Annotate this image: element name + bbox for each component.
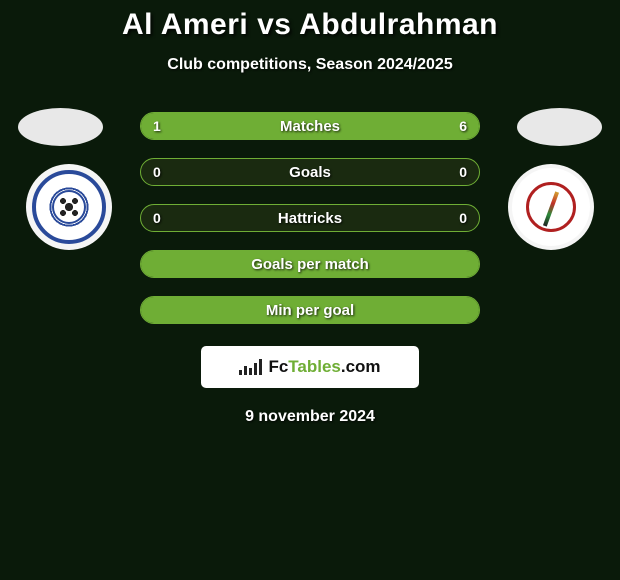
stat-bar: Goals per match	[140, 250, 480, 278]
stat-label: Goals	[289, 164, 331, 181]
comparison-card: Al Ameri vs Abdulrahman Club competition…	[0, 0, 620, 580]
stat-label: Hattricks	[278, 210, 342, 227]
page-title: Al Ameri vs Abdulrahman	[0, 8, 620, 42]
subtitle: Club competitions, Season 2024/2025	[0, 56, 620, 74]
stat-label: Matches	[280, 118, 340, 135]
club-right-emblem-icon	[526, 182, 576, 232]
club-right-badge	[508, 164, 594, 250]
stat-value-right: 0	[459, 164, 467, 180]
brand-tables: Tables	[288, 357, 341, 376]
stat-value-left: 1	[153, 118, 161, 134]
stat-value-right: 0	[459, 210, 467, 226]
club-left-badge-inner	[32, 170, 106, 244]
snapshot-date: 9 november 2024	[0, 408, 620, 426]
stat-label: Goals per match	[251, 256, 369, 273]
stat-bar: 0 0 Hattricks	[140, 204, 480, 232]
football-icon	[52, 190, 86, 224]
club-right-badge-inner	[512, 168, 590, 246]
club-left-badge	[26, 164, 112, 250]
brand-fc: Fc	[268, 357, 288, 376]
stats-area: 1 6 Matches 0 0 Goals 0 0 Hattricks Goals per mat…	[0, 112, 620, 324]
brand-text: FcTables.com	[268, 357, 380, 377]
stat-value-right: 6	[459, 118, 467, 134]
brand-dotcom: .com	[341, 357, 381, 376]
player-left-avatar	[18, 108, 103, 146]
barchart-icon	[239, 359, 262, 375]
stat-label: Min per goal	[266, 302, 354, 319]
brand-box[interactable]: FcTables.com	[201, 346, 419, 388]
stat-bar: 0 0 Goals	[140, 158, 480, 186]
player-right-avatar	[517, 108, 602, 146]
stat-bar: 1 6 Matches	[140, 112, 480, 140]
stat-value-left: 0	[153, 164, 161, 180]
bar-fill-left	[141, 113, 189, 139]
stat-value-left: 0	[153, 210, 161, 226]
stat-bars: 1 6 Matches 0 0 Goals 0 0 Hattricks Goals per mat…	[140, 112, 480, 324]
stat-bar: Min per goal	[140, 296, 480, 324]
